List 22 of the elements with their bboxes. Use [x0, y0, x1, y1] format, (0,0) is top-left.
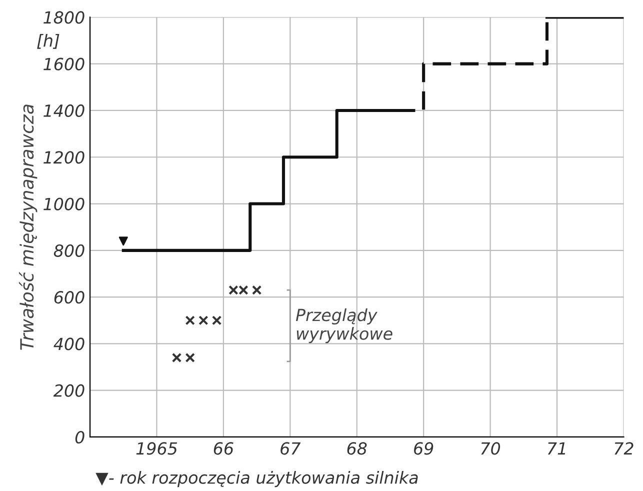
- y-tick-label: 600: [54, 291, 84, 304]
- x-tick-label: 70: [481, 442, 500, 455]
- y-tick-label: 1000: [44, 198, 84, 210]
- text: ▼- rok rozpoczęcia użytkowania silnika: [96, 470, 418, 488]
- x-tick-label: 1965: [136, 442, 178, 455]
- y-tick-label: 800: [54, 244, 84, 257]
- x-tick-label: 66: [214, 442, 234, 455]
- x-tick-label: 72: [614, 442, 634, 455]
- y-tick-label: 1800: [44, 11, 84, 24]
- y-axis-title: Trwałość międzynaprawcza: [18, 104, 38, 350]
- x-tick-label: 67: [280, 442, 301, 455]
- y-tick-label: 0: [75, 430, 84, 444]
- x-tick-label: 68: [347, 442, 367, 455]
- x-tick-label: 71: [548, 442, 566, 455]
- y-tick-label: 200: [53, 384, 84, 397]
- y-tick-label: 400: [54, 338, 84, 350]
- x-tick-label: 69: [414, 442, 434, 455]
- annotation: Przeglądy wyrywkowe: [296, 308, 392, 344]
- y-tick-label: 1600: [44, 58, 84, 70]
- y-tick-label: 1400: [44, 104, 84, 118]
- y-tick-label: 1200: [44, 151, 84, 164]
- text: [h]: [37, 34, 60, 49]
